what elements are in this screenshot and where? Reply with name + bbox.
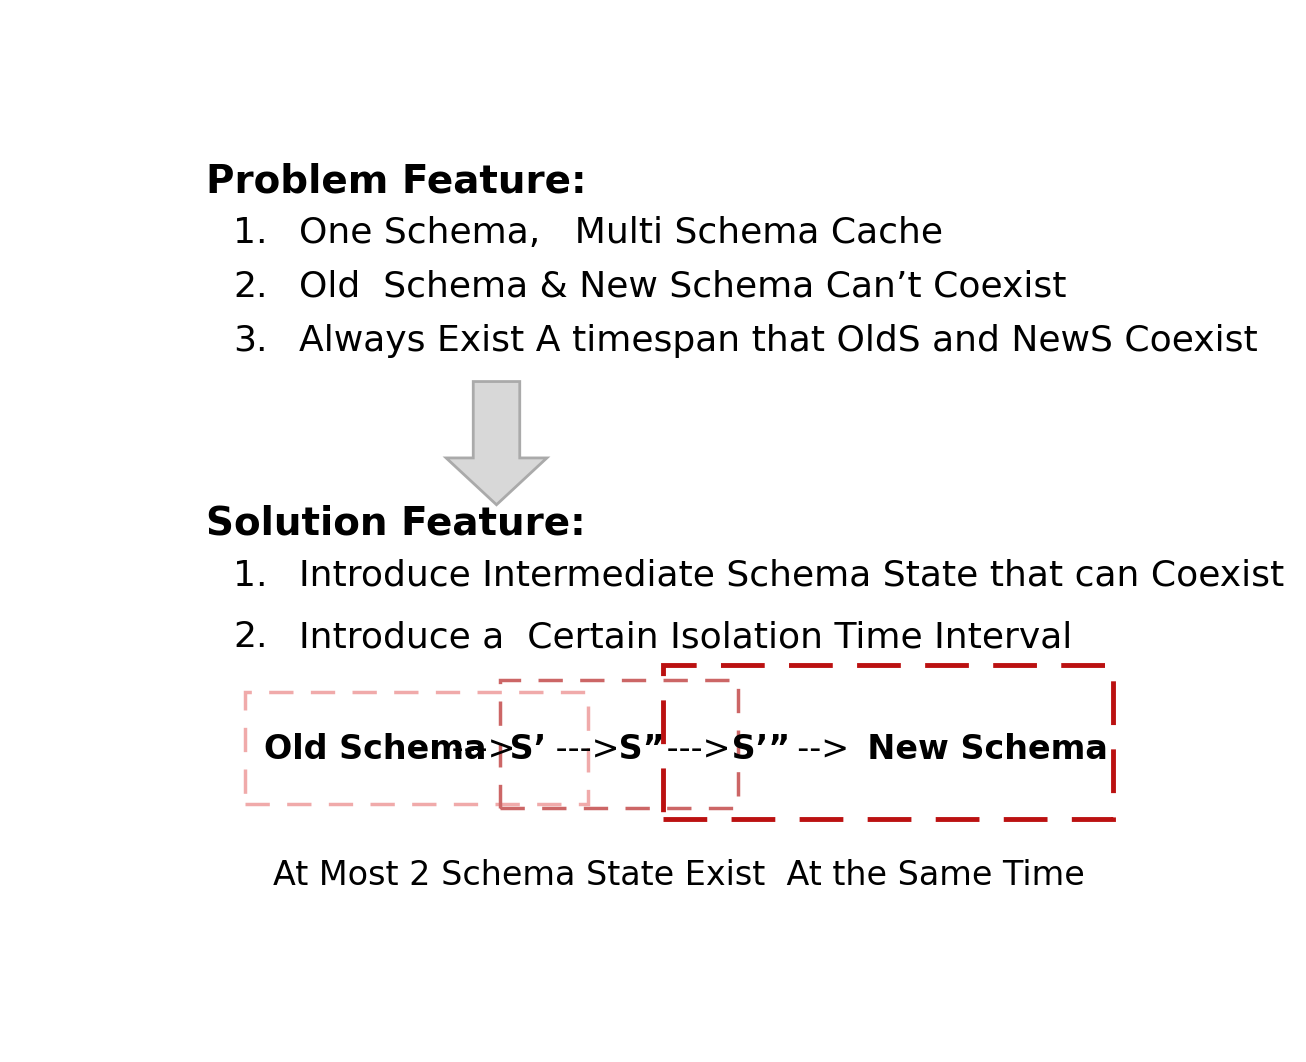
Bar: [500, 681, 738, 808]
Text: S’”: S’”: [720, 733, 790, 766]
Text: Always Exist A timespan that OldS and NewS Coexist: Always Exist A timespan that OldS and Ne…: [299, 324, 1258, 358]
Text: Old  Schema & New Schema Can’t Coexist: Old Schema & New Schema Can’t Coexist: [299, 270, 1067, 304]
Text: Solution Feature:: Solution Feature:: [206, 504, 585, 543]
Text: 2.: 2.: [232, 620, 268, 654]
Text: --->: --->: [656, 733, 730, 766]
Text: S’: S’: [498, 733, 546, 766]
Text: Introduce a  Certain Isolation Time Interval: Introduce a Certain Isolation Time Inter…: [299, 620, 1072, 654]
Text: --->: --->: [440, 733, 515, 766]
Text: -->: -->: [776, 733, 849, 766]
Text: Old Schema: Old Schema: [264, 733, 487, 766]
Text: New Schema: New Schema: [844, 733, 1107, 766]
Text: At Most 2 Schema State Exist  At the Same Time: At Most 2 Schema State Exist At the Same…: [273, 859, 1084, 892]
Text: 1.: 1.: [232, 216, 268, 250]
Bar: [244, 691, 588, 804]
Text: Problem Feature:: Problem Feature:: [206, 162, 586, 200]
Text: One Schema,   Multi Schema Cache: One Schema, Multi Schema Cache: [299, 216, 943, 250]
Text: S”: S”: [606, 733, 665, 766]
Text: --->: --->: [545, 733, 619, 766]
Polygon shape: [447, 381, 547, 504]
Text: 2.: 2.: [232, 270, 268, 304]
Text: 3.: 3.: [232, 324, 268, 358]
Bar: [663, 665, 1113, 819]
Text: 1.: 1.: [232, 559, 268, 593]
Text: Introduce Intermediate Schema State that can Coexist: Introduce Intermediate Schema State that…: [299, 559, 1284, 593]
